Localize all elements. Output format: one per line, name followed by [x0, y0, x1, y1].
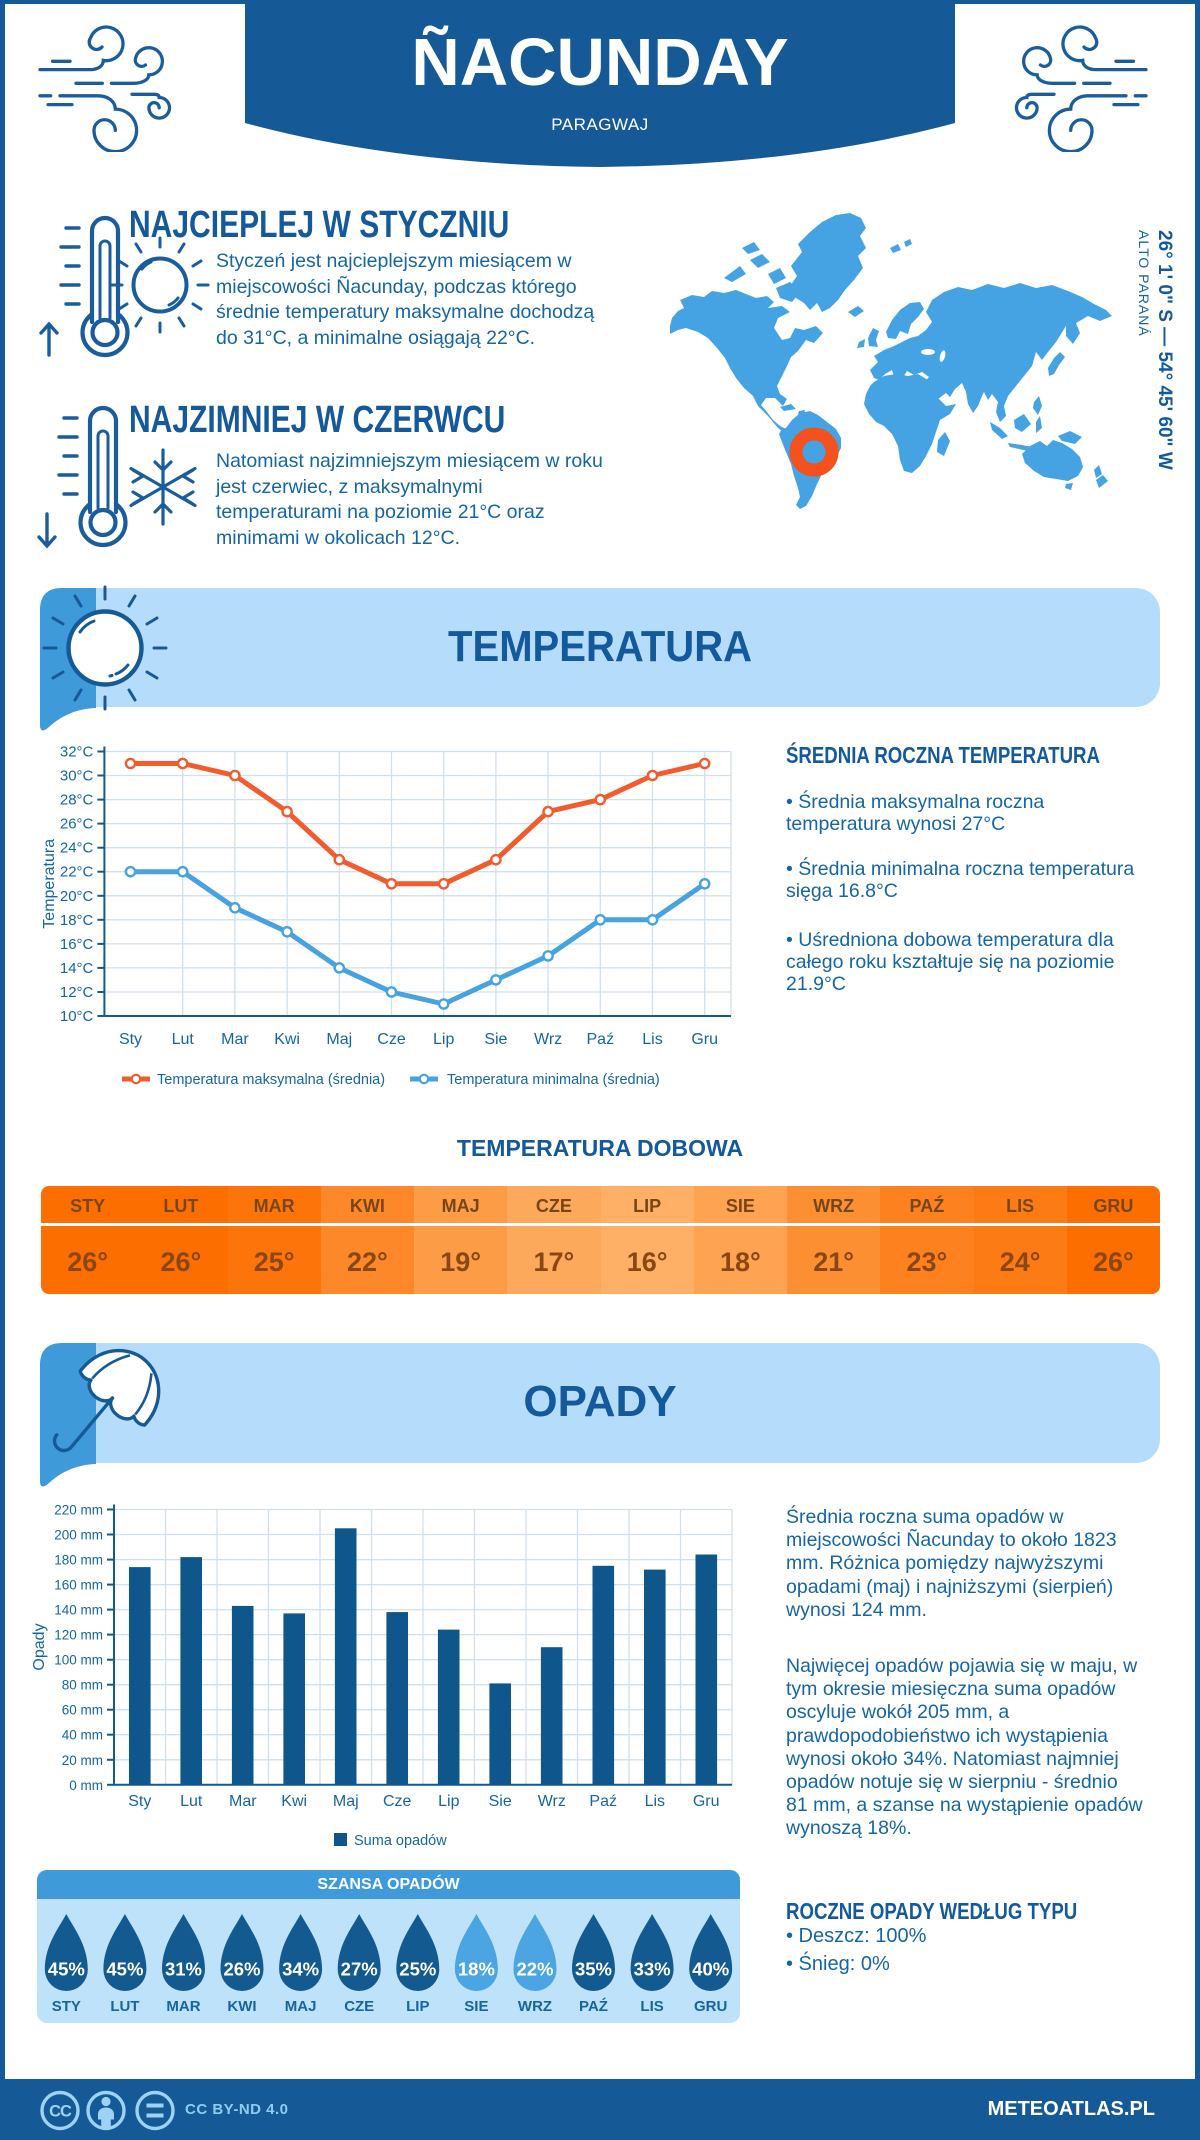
- svg-text:Wrz: Wrz: [534, 1031, 562, 1048]
- svg-text:40%: 40%: [692, 1959, 729, 1980]
- svg-text:28°C: 28°C: [60, 792, 94, 809]
- svg-text:35%: 35%: [575, 1959, 612, 1980]
- svg-text:Mar: Mar: [229, 1793, 257, 1810]
- svg-text:34%: 34%: [282, 1959, 319, 1980]
- svg-text:Lis: Lis: [642, 1031, 662, 1048]
- svg-text:Sty: Sty: [119, 1031, 142, 1048]
- svg-text:Cze: Cze: [377, 1031, 406, 1048]
- svg-text:LUT: LUT: [110, 1998, 139, 2015]
- svg-text:Temperatura maksymalna (średni: Temperatura maksymalna (średnia): [157, 1072, 385, 1088]
- svg-text:27%: 27%: [341, 1959, 378, 1980]
- svg-text:Kwi: Kwi: [281, 1793, 307, 1810]
- svg-text:22°C: 22°C: [60, 864, 94, 881]
- svg-text:Paź: Paź: [589, 1793, 617, 1810]
- svg-text:24°C: 24°C: [60, 840, 94, 857]
- svg-text:Lut: Lut: [180, 1793, 203, 1810]
- svg-text:16°C: 16°C: [60, 936, 94, 953]
- svg-text:CZE: CZE: [344, 1998, 374, 2015]
- svg-text:45%: 45%: [106, 1959, 143, 1980]
- svg-text:60 mm: 60 mm: [62, 1703, 103, 1718]
- svg-text:22%: 22%: [516, 1959, 553, 1980]
- svg-text:Sty: Sty: [128, 1793, 151, 1810]
- svg-text:10°C: 10°C: [60, 1008, 94, 1025]
- svg-text:Lis: Lis: [645, 1793, 665, 1810]
- svg-text:PAŹ: PAŹ: [579, 1998, 608, 2015]
- svg-text:31%: 31%: [165, 1959, 202, 1980]
- svg-text:KWI: KWI: [227, 1998, 256, 2015]
- svg-text:20°C: 20°C: [60, 888, 94, 905]
- svg-text:26%: 26%: [223, 1959, 260, 1980]
- svg-text:14°C: 14°C: [60, 960, 94, 977]
- svg-text:100 mm: 100 mm: [54, 1653, 103, 1668]
- svg-text:80 mm: 80 mm: [62, 1678, 103, 1693]
- svg-text:Lip: Lip: [433, 1031, 454, 1048]
- svg-text:45%: 45%: [48, 1959, 85, 1980]
- svg-text:MAJ: MAJ: [285, 1998, 317, 2015]
- svg-text:Gru: Gru: [693, 1793, 720, 1810]
- svg-text:0 mm: 0 mm: [69, 1778, 103, 1793]
- svg-text:140 mm: 140 mm: [54, 1603, 103, 1618]
- svg-text:Gru: Gru: [691, 1031, 718, 1048]
- svg-text:12°C: 12°C: [60, 984, 94, 1001]
- svg-text:32°C: 32°C: [60, 744, 94, 761]
- svg-text:CC: CC: [49, 2103, 72, 2121]
- svg-text:33%: 33%: [634, 1959, 671, 1980]
- svg-text:120 mm: 120 mm: [54, 1628, 103, 1643]
- svg-text:18%: 18%: [458, 1959, 495, 1980]
- svg-text:Maj: Maj: [333, 1793, 359, 1810]
- svg-text:MAR: MAR: [166, 1998, 200, 2015]
- svg-text:SIE: SIE: [464, 1998, 488, 2015]
- svg-text:180 mm: 180 mm: [54, 1553, 103, 1568]
- svg-text:Lip: Lip: [438, 1793, 459, 1810]
- svg-text:WRZ: WRZ: [518, 1998, 552, 2015]
- svg-text:26°C: 26°C: [60, 816, 94, 833]
- svg-text:Mar: Mar: [221, 1031, 249, 1048]
- svg-text:200 mm: 200 mm: [54, 1528, 103, 1543]
- svg-text:LIP: LIP: [406, 1998, 429, 2015]
- svg-text:STY: STY: [52, 1998, 81, 2015]
- svg-text:Paź: Paź: [587, 1031, 615, 1048]
- svg-text:Temperatura minimalna (średnia: Temperatura minimalna (średnia): [447, 1072, 660, 1088]
- svg-text:LIS: LIS: [640, 1998, 663, 2015]
- svg-text:25%: 25%: [399, 1959, 436, 1980]
- svg-text:160 mm: 160 mm: [54, 1578, 103, 1593]
- svg-text:GRU: GRU: [694, 1998, 727, 2015]
- svg-text:Maj: Maj: [326, 1031, 352, 1048]
- svg-text:18°C: 18°C: [60, 912, 94, 929]
- svg-text:20 mm: 20 mm: [62, 1753, 103, 1768]
- svg-text:40 mm: 40 mm: [62, 1728, 103, 1743]
- svg-text:Wrz: Wrz: [538, 1793, 566, 1810]
- svg-text:Sie: Sie: [484, 1031, 507, 1048]
- svg-text:Temperatura: Temperatura: [41, 839, 58, 929]
- svg-text:Sie: Sie: [489, 1793, 512, 1810]
- svg-text:Cze: Cze: [383, 1793, 412, 1810]
- svg-text:Opady: Opady: [31, 1623, 48, 1670]
- svg-text:Lut: Lut: [172, 1031, 195, 1048]
- svg-text:220 mm: 220 mm: [54, 1503, 103, 1518]
- svg-text:Suma opadów: Suma opadów: [354, 1833, 447, 1849]
- svg-text:Kwi: Kwi: [274, 1031, 300, 1048]
- svg-text:30°C: 30°C: [60, 768, 94, 785]
